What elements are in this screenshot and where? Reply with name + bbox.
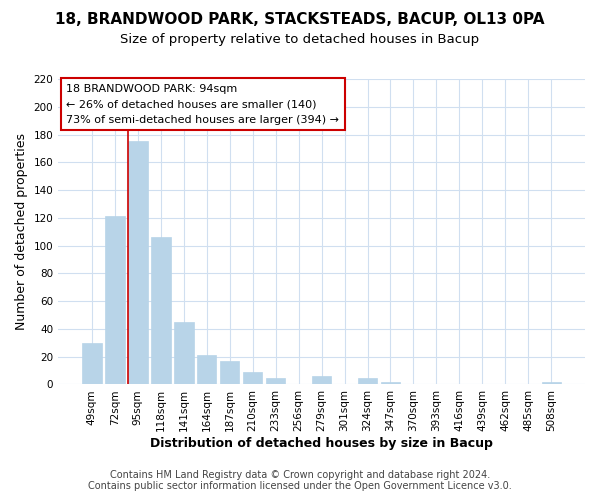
X-axis label: Distribution of detached houses by size in Bacup: Distribution of detached houses by size … [150,437,493,450]
Bar [312,376,331,384]
Bar [381,382,400,384]
Bar [542,382,561,384]
Text: Contains public sector information licensed under the Open Government Licence v3: Contains public sector information licen… [88,481,512,491]
Bar [197,356,217,384]
Bar [128,142,148,384]
Bar [266,378,286,384]
Text: 18, BRANDWOOD PARK, STACKSTEADS, BACUP, OL13 0PA: 18, BRANDWOOD PARK, STACKSTEADS, BACUP, … [55,12,545,28]
Bar [358,378,377,384]
Text: Size of property relative to detached houses in Bacup: Size of property relative to detached ho… [121,32,479,46]
Bar [105,216,125,384]
Bar [220,361,239,384]
Text: Contains HM Land Registry data © Crown copyright and database right 2024.: Contains HM Land Registry data © Crown c… [110,470,490,480]
Bar [174,322,194,384]
Bar [151,238,170,384]
Text: 18 BRANDWOOD PARK: 94sqm
← 26% of detached houses are smaller (140)
73% of semi-: 18 BRANDWOOD PARK: 94sqm ← 26% of detach… [66,84,339,125]
Bar [243,372,262,384]
Bar [82,343,101,384]
Y-axis label: Number of detached properties: Number of detached properties [15,133,28,330]
